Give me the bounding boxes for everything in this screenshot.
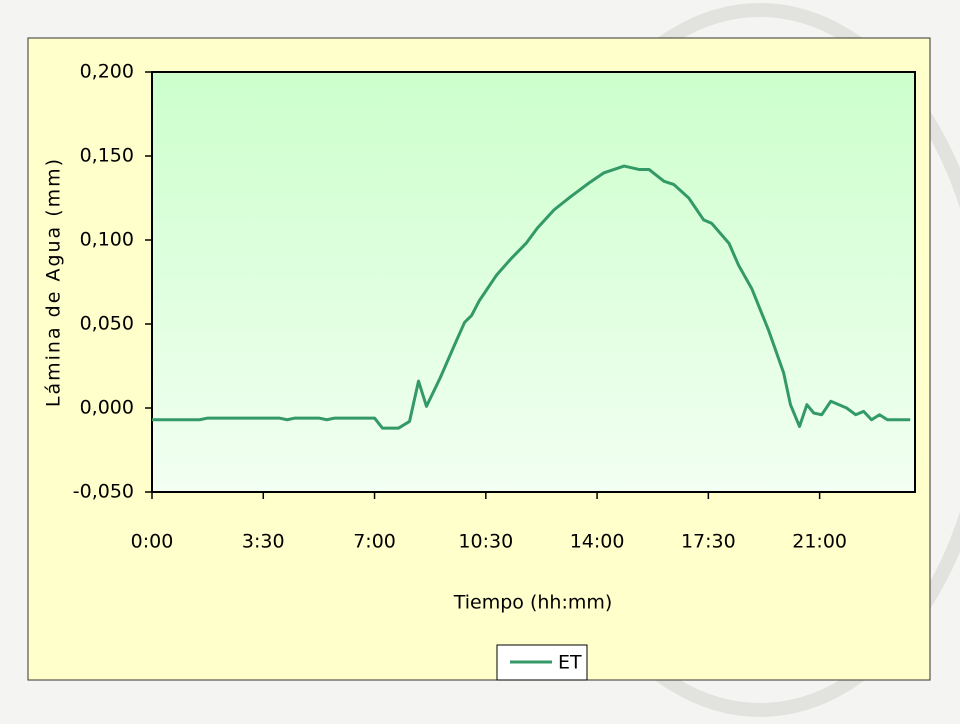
y-tick-label: 0,000 bbox=[80, 397, 134, 419]
x-tick-label: 7:00 bbox=[353, 531, 396, 553]
y-tick-label: -0,050 bbox=[73, 481, 134, 503]
x-tick-label: 3:30 bbox=[242, 531, 285, 553]
x-tick-label: 14:00 bbox=[570, 531, 625, 553]
x-tick-label: 10:30 bbox=[458, 531, 513, 553]
y-tick-label: 0,050 bbox=[80, 313, 134, 335]
y-tick-label: 0,200 bbox=[80, 61, 134, 83]
y-axis-label: Lámina de Agua (mm) bbox=[43, 157, 65, 407]
x-tick-label: 17:30 bbox=[681, 531, 736, 553]
y-tick-label: 0,100 bbox=[80, 229, 134, 251]
y-tick-label: 0,150 bbox=[80, 145, 134, 167]
series-line bbox=[152, 164, 911, 430]
legend-label: ET bbox=[558, 652, 582, 674]
x-axis-label: Tiempo (hh:mm) bbox=[453, 592, 613, 614]
x-tick-label: 21:00 bbox=[792, 531, 847, 553]
x-tick-label: 0:00 bbox=[131, 531, 174, 553]
plot-area bbox=[151, 71, 916, 493]
